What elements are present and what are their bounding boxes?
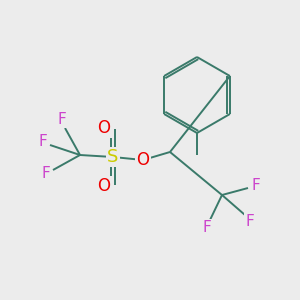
Text: O: O — [136, 151, 149, 169]
Text: S: S — [107, 148, 119, 166]
Text: O: O — [98, 119, 110, 137]
Text: F: F — [246, 214, 254, 229]
Text: F: F — [42, 166, 50, 181]
Text: F: F — [58, 112, 66, 127]
Text: O: O — [98, 177, 110, 195]
Text: F: F — [252, 178, 260, 193]
Text: F: F — [202, 220, 211, 236]
Text: F: F — [39, 134, 47, 149]
